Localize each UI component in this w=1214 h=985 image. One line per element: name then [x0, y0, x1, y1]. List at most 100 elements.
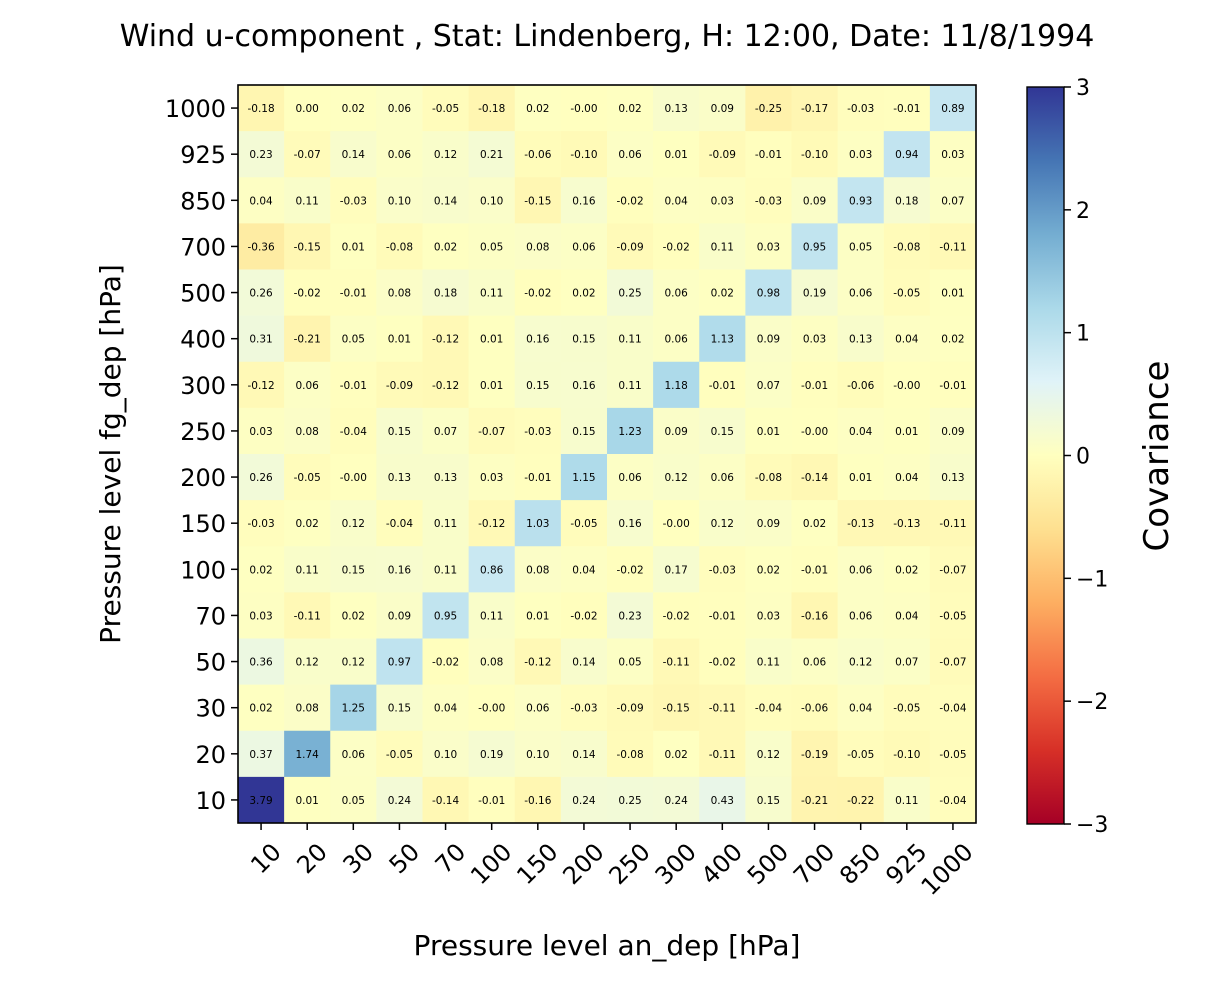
- cell-value-label: -0.00: [663, 518, 690, 530]
- cell-value-label: 0.06: [295, 380, 319, 392]
- cell-value-label: 0.04: [434, 703, 458, 715]
- heatmap-cell: [607, 269, 654, 317]
- heatmap-cell: [284, 361, 331, 409]
- cell-value-label: -0.02: [294, 288, 321, 300]
- y-tick-label: 300: [180, 372, 226, 400]
- heatmap-cell: [837, 638, 885, 686]
- heatmap-cell: [699, 269, 746, 317]
- cell-value-label: -0.00: [893, 380, 920, 392]
- cell-value-label: 0.10: [480, 195, 503, 207]
- heatmap-cell: [699, 546, 746, 593]
- heatmap-cell: [238, 684, 285, 732]
- heatmap-cell: [607, 223, 654, 270]
- cell-value-label: 0.02: [895, 564, 918, 576]
- heatmap-cell: [514, 177, 562, 224]
- heatmap-cell: [883, 776, 931, 824]
- cell-value-label: 0.37: [249, 749, 272, 761]
- heatmap-cell: [929, 500, 977, 547]
- heatmap-cell: [653, 500, 700, 547]
- cell-value-label: 1.25: [342, 703, 365, 715]
- heatmap-cell: [745, 684, 792, 732]
- heatmap-cell: [284, 684, 331, 732]
- cell-value-label: -0.07: [478, 426, 505, 438]
- colorbar-tick-label: −1: [1076, 567, 1108, 592]
- heatmap-cell: [745, 730, 792, 778]
- heatmap-cell: [468, 776, 516, 824]
- heatmap-cell: [560, 638, 608, 686]
- plot-frame: [237, 84, 977, 824]
- heatmap-cell: [929, 684, 977, 732]
- cell-value-label: -0.19: [801, 749, 828, 761]
- cell-value-label: -0.12: [432, 380, 459, 392]
- cell-value-label: 0.95: [803, 241, 826, 253]
- cell-value-label: -0.04: [386, 518, 413, 530]
- cell-value-label: 0.04: [849, 426, 873, 438]
- cell-value-label: -0.12: [478, 518, 505, 530]
- heatmap-cell: [284, 592, 331, 639]
- cell-value-label: 0.93: [849, 195, 872, 207]
- cell-value-label: 0.13: [849, 334, 872, 346]
- y-tick-label: 1000: [165, 95, 226, 123]
- heatmap-cell: [883, 500, 931, 547]
- cell-value-label: 0.11: [434, 518, 457, 530]
- cell-value-label: 0.15: [388, 426, 411, 438]
- cell-value-label: -0.01: [893, 103, 920, 115]
- x-tick-label: 10: [245, 838, 286, 879]
- heatmap-cell: [514, 592, 562, 639]
- heatmap-cell: [653, 315, 700, 363]
- heatmap-cell: [376, 177, 423, 224]
- heatmap-cell: [607, 131, 654, 178]
- cell-value-label: 0.02: [618, 103, 641, 115]
- heatmap-cell: [837, 454, 885, 501]
- heatmap-cell: [791, 500, 839, 547]
- cell-value-label: -0.03: [524, 426, 551, 438]
- cell-value-label: 0.06: [711, 472, 735, 484]
- heatmap-cell: [330, 269, 377, 317]
- heatmap-cell: [376, 546, 423, 593]
- heatmap-cell: [929, 638, 977, 686]
- cell-value-label: -0.02: [570, 610, 597, 622]
- cell-value-label: 0.15: [572, 334, 595, 346]
- cell-value-label: 0.11: [434, 564, 457, 576]
- cell-value-label: 1.15: [572, 472, 595, 484]
- heatmap-cell: [468, 638, 516, 686]
- heatmap-cell: [607, 407, 654, 455]
- heatmap-cell: [883, 407, 931, 455]
- y-tick-label: 250: [180, 418, 226, 446]
- cell-value-label: 0.02: [434, 241, 457, 253]
- heatmap-cell: [238, 454, 285, 501]
- cell-value-label: 0.05: [618, 657, 641, 669]
- cell-value-label: -0.21: [294, 334, 321, 346]
- y-tick-label: 200: [180, 464, 226, 492]
- cell-value-label: 0.02: [526, 103, 549, 115]
- cell-value-label: -0.00: [340, 472, 367, 484]
- cell-value-label: 0.17: [664, 564, 687, 576]
- cell-value-label: 0.02: [342, 103, 365, 115]
- cell-value-label: -0.10: [570, 149, 597, 161]
- heatmap-cell: [837, 500, 885, 547]
- cell-value-label: 0.14: [572, 749, 596, 761]
- cell-value-label: -0.00: [570, 103, 597, 115]
- cell-value-label: 0.06: [618, 472, 642, 484]
- cell-value-label: 0.02: [757, 564, 780, 576]
- y-axis-label: Pressure level fg_dep [hPa]: [94, 264, 127, 644]
- cell-value-label: 0.08: [526, 241, 549, 253]
- heatmap-cell: [468, 546, 516, 593]
- cell-value-label: -0.21: [801, 795, 828, 807]
- heatmap-cell: [699, 454, 746, 501]
- heatmap-cell: [514, 500, 562, 547]
- cell-value-label: -0.15: [663, 703, 690, 715]
- x-tick-label: 200: [557, 838, 609, 890]
- heatmap-cell: [560, 592, 608, 639]
- heatmap-cell: [653, 776, 700, 824]
- cell-value-label: 0.04: [664, 195, 688, 207]
- cell-value-label: -0.05: [939, 749, 966, 761]
- cell-value-label: -0.03: [340, 195, 367, 207]
- heatmap-cell: [284, 223, 331, 270]
- cell-value-label: -0.15: [294, 241, 321, 253]
- heatmap-cell: [745, 131, 792, 178]
- cell-value-label: 0.06: [526, 703, 550, 715]
- y-tick-label: 150: [180, 510, 226, 538]
- cell-value-label: -0.04: [939, 703, 966, 715]
- cell-value-label: -0.01: [478, 795, 505, 807]
